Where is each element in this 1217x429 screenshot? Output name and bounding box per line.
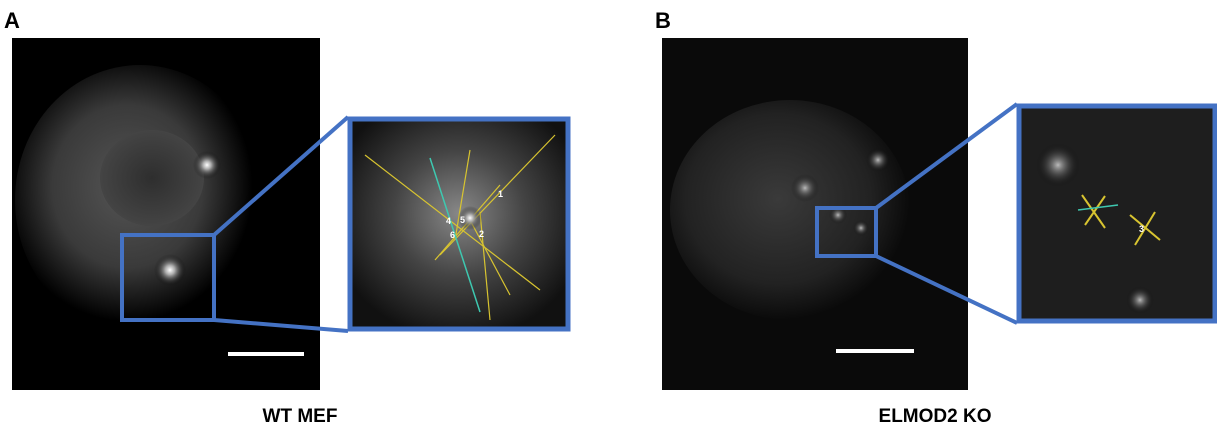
puncta: [791, 174, 819, 202]
annotation: 6: [450, 230, 455, 240]
annotation: 3: [1139, 224, 1144, 234]
centrosome: [154, 254, 186, 286]
puncta: [1036, 143, 1080, 187]
nucleus: [100, 130, 204, 226]
annotation: 1: [498, 189, 503, 199]
panel-label: A: [4, 8, 20, 33]
puncta: [853, 220, 869, 236]
caption: WT MEF: [263, 406, 338, 427]
centrosome: [193, 151, 221, 179]
figure: A 1 4 5 6 2 WT MEF B 3 ELMOD2 KO: [0, 0, 1217, 429]
panel-label: B: [655, 8, 671, 33]
zoom-inset: [350, 119, 568, 329]
zoom-inset: [1019, 106, 1215, 321]
puncta: [866, 148, 890, 172]
annotation: 2: [479, 229, 484, 239]
annotation: 5: [460, 215, 465, 225]
annotation: 4: [446, 216, 451, 226]
puncta: [1126, 286, 1154, 314]
caption: ELMOD2 KO: [879, 406, 992, 427]
